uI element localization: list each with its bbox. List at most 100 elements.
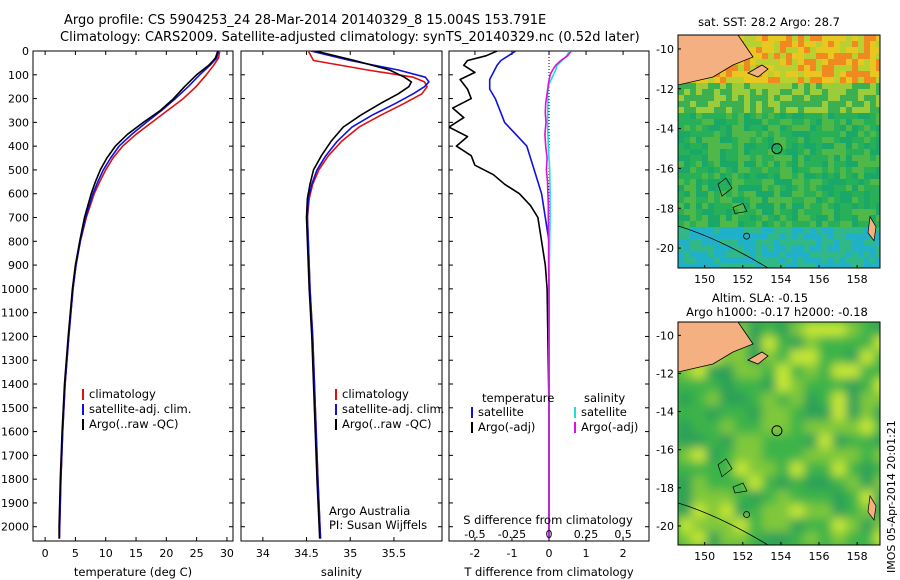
map-cell [702, 215, 709, 222]
map-cell [692, 504, 707, 519]
map-cell [678, 197, 685, 204]
y-tick-label: 100 [8, 69, 29, 82]
map-cell [768, 119, 775, 126]
map-cell [750, 59, 757, 66]
map-cell [834, 77, 841, 84]
map-cell [792, 251, 799, 258]
map-cell [786, 167, 793, 174]
map-cell [858, 209, 865, 216]
map-cell [822, 215, 829, 222]
map-cell [780, 233, 787, 240]
map-cell [720, 107, 727, 114]
map-cell [864, 53, 871, 60]
map-cell [702, 203, 709, 210]
map-cell [678, 107, 685, 114]
map-cell [828, 41, 835, 48]
map-cell [858, 89, 865, 96]
map-cell [870, 47, 877, 54]
map-cell [870, 161, 877, 168]
map-cell [846, 406, 861, 421]
map-cell [840, 101, 847, 108]
map-cell [756, 173, 763, 180]
map-cell [816, 197, 823, 204]
map-cell [678, 490, 693, 505]
map-cell [720, 239, 727, 246]
map-cell [750, 191, 757, 198]
map-cell [860, 336, 875, 351]
map-cell [846, 263, 853, 268]
map-cell [822, 227, 829, 234]
map-cell [834, 71, 841, 78]
map-cell [852, 71, 859, 78]
map-cell [786, 71, 793, 78]
map-cell [804, 532, 819, 545]
map-cell [708, 227, 715, 234]
map-cell [852, 185, 859, 192]
map-cell [726, 83, 733, 90]
map-cell [734, 406, 749, 421]
map-cell [678, 239, 685, 246]
map-cell [804, 504, 819, 519]
map-cell [732, 179, 739, 186]
map-cell [720, 233, 727, 240]
map-cell [832, 490, 847, 505]
map-cell [864, 59, 871, 66]
y-tick-label: 1800 [1, 473, 29, 486]
map-cell [828, 191, 835, 198]
map-cell [804, 434, 819, 449]
map-cell [818, 350, 833, 365]
map-cell [832, 364, 847, 379]
map-cell [708, 83, 715, 90]
map-cell [720, 95, 727, 102]
map-cell [870, 239, 877, 246]
map-cell [690, 95, 697, 102]
map-cell [790, 504, 805, 519]
map-cell [804, 155, 811, 162]
map-cell [804, 364, 819, 379]
map-cell [780, 35, 787, 42]
map-cell [780, 107, 787, 114]
map-cell [804, 191, 811, 198]
map-cell [792, 95, 799, 102]
map-cell [870, 173, 877, 180]
map-cell [840, 47, 847, 54]
reef-outline [717, 177, 748, 214]
map-cell [818, 364, 833, 379]
map-cell [706, 364, 721, 379]
map-cell [702, 137, 709, 144]
map-cell [786, 161, 793, 168]
map-cell [858, 263, 865, 268]
map-cell [818, 504, 833, 519]
map-cell [702, 125, 709, 132]
map-cell [734, 378, 749, 393]
map-cell [726, 149, 733, 156]
map-cell [786, 47, 793, 54]
map-cell [792, 257, 799, 264]
map-cell [864, 35, 871, 42]
map-cell [810, 119, 817, 126]
map-cell [786, 227, 793, 234]
map-cell [750, 197, 757, 204]
map-cell [822, 131, 829, 138]
map-cell [828, 185, 835, 192]
map-cell [768, 209, 775, 216]
map-cell [852, 47, 859, 54]
sla-map-title-line1: Altim. SLA: -0.15 [712, 291, 808, 305]
map-cell [690, 257, 697, 264]
map-cell [708, 197, 715, 204]
map-cell [810, 185, 817, 192]
map-cell [678, 95, 685, 102]
map-cell [734, 364, 749, 379]
map-cell [684, 113, 691, 120]
map-cell [840, 83, 847, 90]
map-y-tick-label: -18 [656, 202, 674, 215]
map-cell [768, 59, 775, 66]
map-cell [744, 209, 751, 216]
map-cell [684, 89, 691, 96]
legend-label: Argo(-adj) [581, 420, 638, 434]
map-cell [816, 221, 823, 228]
map-cell [846, 191, 853, 198]
x-tick-label: 35 [343, 547, 357, 560]
map-cell [732, 71, 739, 78]
map-cell [822, 71, 829, 78]
